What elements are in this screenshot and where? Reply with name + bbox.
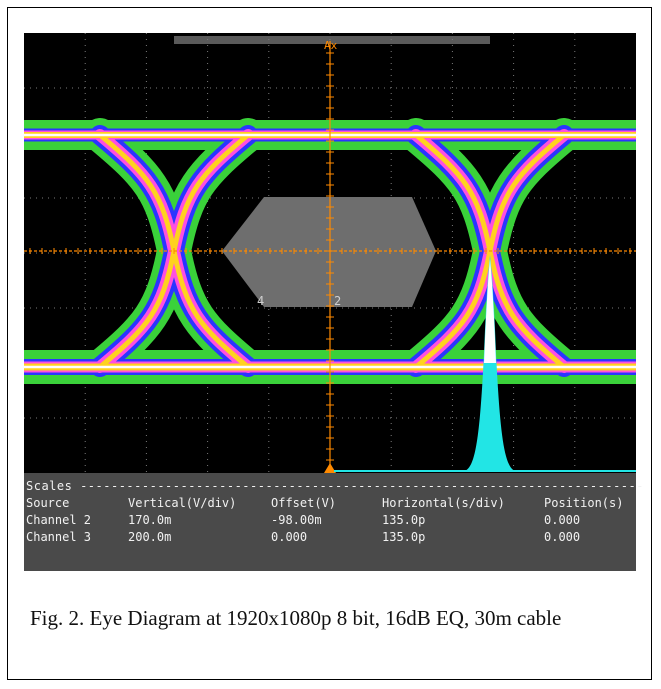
row2-horizontal: 135.0p xyxy=(382,530,426,544)
cursor-label: Ax xyxy=(324,39,338,52)
mask-label-left: 4 xyxy=(257,294,264,308)
col-header-offset: Offset(V) xyxy=(271,496,337,510)
row1-source: Channel 2 xyxy=(26,513,92,527)
row1-horizontal: 135.0p xyxy=(382,513,426,527)
row2-offset: 0.000 xyxy=(271,530,308,544)
col-header-vertical: Vertical(V/div) xyxy=(128,496,237,510)
figure-caption: Fig. 2. Eye Diagram at 1920x1080p 8 bit,… xyxy=(30,606,562,630)
oscilloscope-display: 4 2 Ax xyxy=(24,33,636,473)
row1-offset: -98.00m xyxy=(271,513,322,527)
row1-vertical: 170.0m xyxy=(128,513,172,527)
col-header-source: Source xyxy=(26,496,70,510)
row2-source: Channel 3 xyxy=(26,530,92,544)
cursor-arrow xyxy=(324,463,336,473)
scales-title: Scales ---------------------------------… xyxy=(26,479,644,493)
scales-panel: Scales ---------------------------------… xyxy=(24,473,643,571)
status-strip xyxy=(174,36,490,44)
histogram-peak-core xyxy=(484,259,496,363)
eye-diagram-plot: 4 2 Ax xyxy=(24,33,636,473)
mask-label-right: 2 xyxy=(334,294,341,308)
col-header-horizontal: Horizontal(s/div) xyxy=(382,496,505,510)
col-header-position: Position(s) xyxy=(544,496,624,510)
row2-vertical: 200.0m xyxy=(128,530,172,544)
row2-position: 0.000 xyxy=(544,530,581,544)
eye-mask xyxy=(222,197,436,307)
row1-position: 0.000 xyxy=(544,513,581,527)
